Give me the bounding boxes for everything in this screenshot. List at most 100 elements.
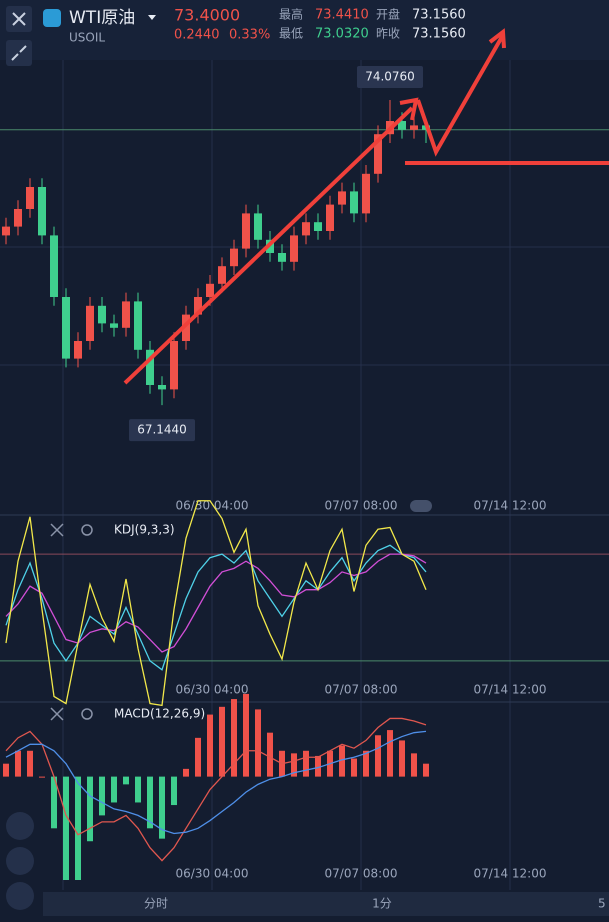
- candle: [398, 121, 406, 130]
- x-label: 06/30 04:00: [176, 683, 249, 697]
- candle: [254, 213, 262, 240]
- candle: [278, 253, 286, 262]
- label: 最高: [279, 7, 303, 22]
- histogram-bar: [63, 776, 69, 880]
- histogram-bar: [423, 763, 429, 777]
- candle: [374, 134, 382, 174]
- candle: [50, 235, 58, 297]
- histogram-bar: [339, 745, 345, 777]
- tool-button[interactable]: [6, 882, 34, 910]
- candle: [410, 125, 418, 130]
- x-label: 07/07 08:00: [325, 683, 398, 697]
- period-bar: [43, 892, 609, 916]
- change: 0.2440: [174, 28, 220, 43]
- x-label: 07/14 12:00: [474, 867, 547, 881]
- histogram-bar: [195, 737, 201, 777]
- label: 昨收: [376, 27, 400, 41]
- candle: [158, 385, 166, 390]
- price: 73.4000: [174, 6, 240, 25]
- tab[interactable]: 1分: [372, 897, 392, 911]
- candle: [38, 187, 46, 236]
- tool-button[interactable]: [6, 812, 34, 840]
- label: 开盘: [376, 7, 400, 22]
- histogram-bar: [207, 714, 213, 777]
- histogram-bar: [39, 776, 45, 778]
- histogram-bar: [171, 776, 177, 806]
- histogram-bar: [75, 776, 81, 880]
- candle: [326, 204, 334, 231]
- tab[interactable]: 分时: [144, 897, 168, 911]
- label-box: [129, 419, 195, 442]
- candle: [230, 248, 238, 267]
- macd-panel: 06/30 04:00 07/07 08:00 07/14 12:00: [3, 693, 547, 881]
- candle: [122, 301, 130, 328]
- histogram-bar: [411, 753, 417, 777]
- indicator-line: [5, 717, 427, 862]
- kdj-panel: 06/30 04:00 07/07 08:00 07/14 12:00: [0, 500, 609, 707]
- candle: [134, 301, 142, 350]
- candle: [302, 222, 310, 236]
- indicator-line: [5, 544, 427, 671]
- x-label: 07/07 08:00: [325, 499, 398, 513]
- tab[interactable]: 5: [598, 897, 606, 911]
- histogram-bar: [243, 693, 249, 777]
- candle: [338, 191, 346, 205]
- scroll-handle[interactable]: [410, 500, 432, 512]
- settings-icon[interactable]: [81, 524, 93, 536]
- histogram-bar: [255, 709, 261, 777]
- close-indicator[interactable]: [50, 523, 64, 721]
- candle: [62, 297, 70, 359]
- indicator-title: MACD(12,26,9): [114, 707, 205, 721]
- change-pct: 0.33%: [229, 28, 270, 43]
- dropdown[interactable]: [148, 15, 156, 20]
- candle: [290, 235, 298, 262]
- candle: [206, 283, 214, 297]
- x-label: 06/30 04:00: [176, 867, 249, 881]
- value: 73.0320: [315, 27, 369, 42]
- histogram-bar: [135, 776, 141, 803]
- histogram-bar: [291, 753, 297, 777]
- candle: [26, 187, 34, 209]
- symbol[interactable]: WTI原油: [69, 8, 135, 28]
- annotation-arrows: [123, 28, 609, 385]
- histogram-bar: [51, 776, 57, 829]
- histogram-bar: [351, 758, 357, 777]
- price-panel: 74.0760 67.1440 06/30 04:00 07/07 08:00 07/1…: [0, 66, 609, 513]
- histogram-bar: [15, 750, 21, 777]
- candle: [314, 222, 322, 231]
- histogram-bar: [375, 735, 381, 777]
- candle: [362, 173, 370, 214]
- histogram-bar: [231, 699, 237, 777]
- settings-icon[interactable]: [81, 708, 93, 720]
- candle: [170, 341, 178, 390]
- value: 73.4410: [315, 8, 369, 23]
- candle: [14, 209, 22, 227]
- histogram-bar: [147, 776, 153, 829]
- histogram-bar: [363, 750, 369, 777]
- max-label: 74.0760: [365, 70, 415, 84]
- label: 最低: [279, 27, 303, 41]
- candle: [74, 341, 82, 359]
- candle: [242, 213, 250, 249]
- candle: [86, 305, 94, 341]
- x-label: 07/14 12:00: [474, 499, 547, 513]
- histogram-bar: [315, 755, 321, 777]
- tool-button[interactable]: [6, 847, 34, 875]
- candle: [350, 191, 358, 214]
- shrink-button[interactable]: [6, 40, 32, 66]
- close-icon: [12, 12, 26, 26]
- x-label: 07/14 12:00: [474, 683, 547, 697]
- histogram-bar: [27, 750, 33, 777]
- min-label: 67.1440: [137, 423, 187, 437]
- candle: [2, 226, 10, 236]
- shrink-icon: [11, 45, 27, 61]
- histogram-bar: [267, 732, 273, 777]
- candle: [194, 297, 202, 315]
- x-label: 06/30 04:00: [176, 499, 249, 513]
- candle: [146, 349, 154, 385]
- candle: [110, 323, 118, 328]
- grid: [0, 60, 609, 890]
- histogram-bar: [219, 706, 225, 777]
